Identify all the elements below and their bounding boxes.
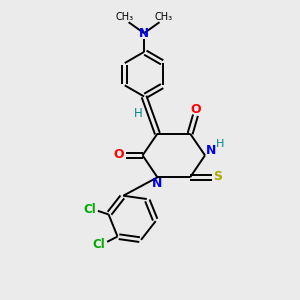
Text: N: N: [206, 144, 217, 158]
Text: O: O: [191, 103, 201, 116]
Text: H: H: [216, 139, 224, 149]
Text: H: H: [134, 107, 142, 120]
Text: S: S: [214, 170, 223, 183]
Text: CH₃: CH₃: [116, 12, 134, 22]
Text: CH₃: CH₃: [154, 12, 172, 22]
Text: Cl: Cl: [84, 203, 97, 216]
Text: N: N: [152, 177, 163, 190]
Text: O: O: [113, 148, 124, 161]
Text: Cl: Cl: [92, 238, 105, 251]
Text: N: N: [139, 27, 149, 40]
